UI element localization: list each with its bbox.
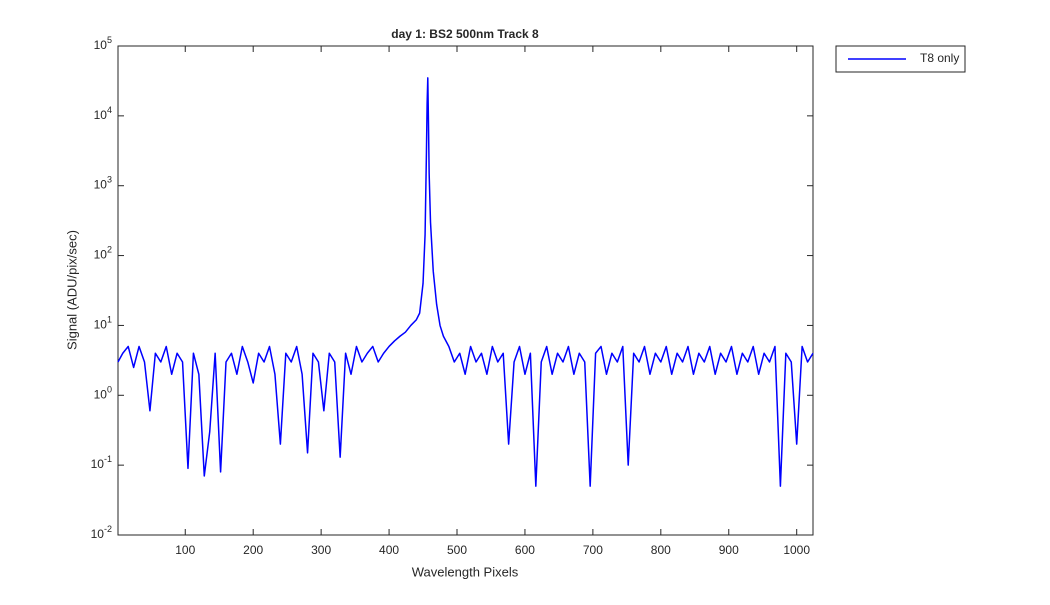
data-line <box>117 77 814 487</box>
y-axis-label: Signal (ADU/pix/sec) <box>64 230 79 350</box>
y-tick-label: 103 <box>94 175 112 192</box>
x-tick-label: 300 <box>311 543 331 557</box>
x-tick-label: 800 <box>651 543 671 557</box>
x-tick-label: 100 <box>175 543 195 557</box>
x-tick-label: 200 <box>243 543 263 557</box>
chart-title: day 1: BS2 500nm Track 8 <box>391 27 539 41</box>
y-tick-label: 10-2 <box>91 524 112 541</box>
x-tick-label: 400 <box>379 543 399 557</box>
x-tick-label: 700 <box>583 543 603 557</box>
x-tick-label: 500 <box>447 543 467 557</box>
x-axis-label: Wavelength Pixels <box>412 564 519 579</box>
y-tick-label: 101 <box>94 315 112 332</box>
x-tick-label: 1000 <box>783 543 810 557</box>
y-tick-label: 100 <box>94 385 112 402</box>
plot-frame <box>117 45 814 536</box>
y-tick-label: 102 <box>94 245 112 262</box>
y-tick-label: 104 <box>94 105 112 122</box>
y-tick-label: 10-1 <box>91 455 112 472</box>
x-tick-label: 900 <box>719 543 739 557</box>
y-tick-label: 105 <box>94 35 112 52</box>
x-tick-label: 600 <box>515 543 535 557</box>
legend-label: T8 only <box>920 51 959 65</box>
